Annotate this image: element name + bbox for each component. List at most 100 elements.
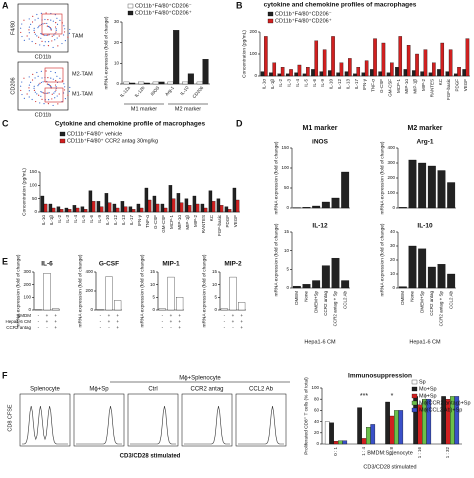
flow-dot bbox=[27, 35, 28, 36]
x-tick-label: IL-6 bbox=[312, 79, 317, 87]
y-tick-label: 300 bbox=[387, 160, 395, 165]
flow-dot bbox=[28, 87, 29, 88]
flow-dot bbox=[20, 28, 21, 29]
x-tick-label: IL-5 bbox=[81, 215, 86, 223]
bar bbox=[334, 441, 338, 444]
flow-dot bbox=[29, 84, 30, 85]
y-tick-label: 100 bbox=[311, 385, 319, 390]
flow-dot bbox=[52, 36, 53, 37]
legend-label: CD11b⁺F4/80⁺CD206⁻ bbox=[275, 10, 332, 17]
bar bbox=[418, 249, 426, 288]
bar bbox=[446, 72, 449, 76]
flow-dot bbox=[20, 86, 21, 87]
bar bbox=[293, 286, 301, 288]
y-tick-label: 400 bbox=[85, 269, 93, 274]
flow-dot bbox=[69, 33, 70, 34]
y-tick-label: 15 bbox=[150, 269, 156, 274]
x-tick-label: DMEM+Sp bbox=[313, 291, 318, 313]
chart-title: G-CSF bbox=[99, 261, 119, 268]
flow-sample-label: Mϕ+Sp bbox=[89, 387, 109, 393]
gate-label: M2-TAM bbox=[72, 71, 93, 77]
x-tick-label: MIP-1α bbox=[177, 215, 182, 230]
bar bbox=[114, 301, 121, 311]
bar bbox=[399, 287, 407, 288]
flow-dot bbox=[59, 20, 60, 21]
bar bbox=[264, 36, 267, 76]
flow-dot bbox=[29, 90, 30, 91]
flow-dot bbox=[39, 44, 40, 45]
chart-title: iNOS bbox=[312, 139, 329, 146]
x-tick-label: DMEM bbox=[400, 291, 405, 305]
bar bbox=[76, 208, 79, 212]
flow-dot bbox=[21, 36, 22, 37]
annotation: *** bbox=[360, 393, 368, 400]
flow-dot bbox=[40, 38, 41, 39]
y-axis-label: mRNA expression (fold of change) bbox=[379, 141, 385, 214]
flow-dot bbox=[59, 35, 60, 36]
y-axis-label: Concentration (pg/mL) bbox=[241, 30, 247, 78]
x-tick-label: IL-2 bbox=[278, 79, 283, 87]
bar bbox=[121, 201, 124, 212]
bar bbox=[159, 82, 165, 84]
y-tick-label: 30 bbox=[390, 243, 396, 248]
bar bbox=[447, 183, 455, 209]
x-tick-label: IL-17 bbox=[354, 79, 359, 90]
flow-dot bbox=[56, 86, 57, 87]
bar bbox=[289, 69, 292, 76]
x-tick-label: 1 : 4 bbox=[361, 447, 366, 456]
flow-box bbox=[74, 394, 124, 446]
y-tick-label: 200 bbox=[85, 288, 93, 293]
chart-title: MIP-2 bbox=[224, 261, 242, 268]
bar bbox=[437, 69, 440, 76]
bar bbox=[432, 63, 435, 76]
flow-dot bbox=[57, 24, 58, 25]
flow-dot bbox=[56, 76, 57, 77]
flow-dot bbox=[38, 84, 39, 85]
flow-dot bbox=[33, 30, 34, 31]
x-tick-label: MIP-1β bbox=[185, 215, 190, 230]
y-tick-label: 10 bbox=[284, 248, 290, 253]
flow-plot bbox=[18, 62, 68, 110]
flow-dot bbox=[39, 83, 40, 84]
chart-title: IL-6 bbox=[41, 261, 53, 268]
x-axis-label: CD3/CD28 stimulated bbox=[363, 464, 416, 470]
bar bbox=[49, 204, 52, 212]
flow-dot bbox=[36, 35, 37, 36]
x-tick-label: GM-CSF bbox=[161, 215, 166, 233]
flow-dot bbox=[49, 92, 50, 93]
flow-dot bbox=[63, 25, 64, 26]
flow-dot bbox=[59, 78, 60, 79]
bar bbox=[365, 61, 368, 76]
bar bbox=[463, 69, 466, 76]
bar bbox=[399, 410, 403, 444]
x-tick-label: IL-12 bbox=[337, 79, 342, 90]
x-tick-label: GM-CSF bbox=[387, 79, 392, 97]
x-tick-label: 1 : 16 bbox=[417, 447, 422, 459]
bar bbox=[153, 82, 159, 84]
flow-dot bbox=[57, 45, 58, 46]
bar bbox=[52, 208, 55, 212]
flow-dot bbox=[36, 14, 37, 15]
bar bbox=[428, 267, 436, 288]
y-tick-label: 40 bbox=[314, 419, 320, 424]
condition-name: BMDM bbox=[17, 313, 31, 318]
legend-label: Mϕ+Sp bbox=[419, 393, 437, 399]
x-tick-label: IL-10 bbox=[329, 79, 334, 90]
bar bbox=[138, 82, 144, 84]
bar bbox=[278, 74, 281, 76]
bar bbox=[337, 73, 340, 76]
x-tick-label: DMEM bbox=[294, 291, 299, 305]
bar bbox=[303, 284, 311, 288]
group-label: BMDM:Splenocyte bbox=[367, 450, 413, 456]
bar bbox=[132, 209, 135, 212]
flow-dot bbox=[46, 12, 47, 13]
flow-dot bbox=[42, 23, 43, 24]
flow-dot bbox=[64, 86, 65, 87]
bar bbox=[447, 274, 455, 288]
flow-dot bbox=[53, 21, 54, 22]
legend-label: CD11b⁺F4/80⁺ CCR2 antag 30mg/kg bbox=[67, 137, 158, 144]
flow-dot bbox=[41, 77, 42, 78]
condition-sign: + bbox=[170, 319, 173, 324]
bar bbox=[362, 73, 365, 76]
panel-letter: C bbox=[2, 118, 9, 128]
